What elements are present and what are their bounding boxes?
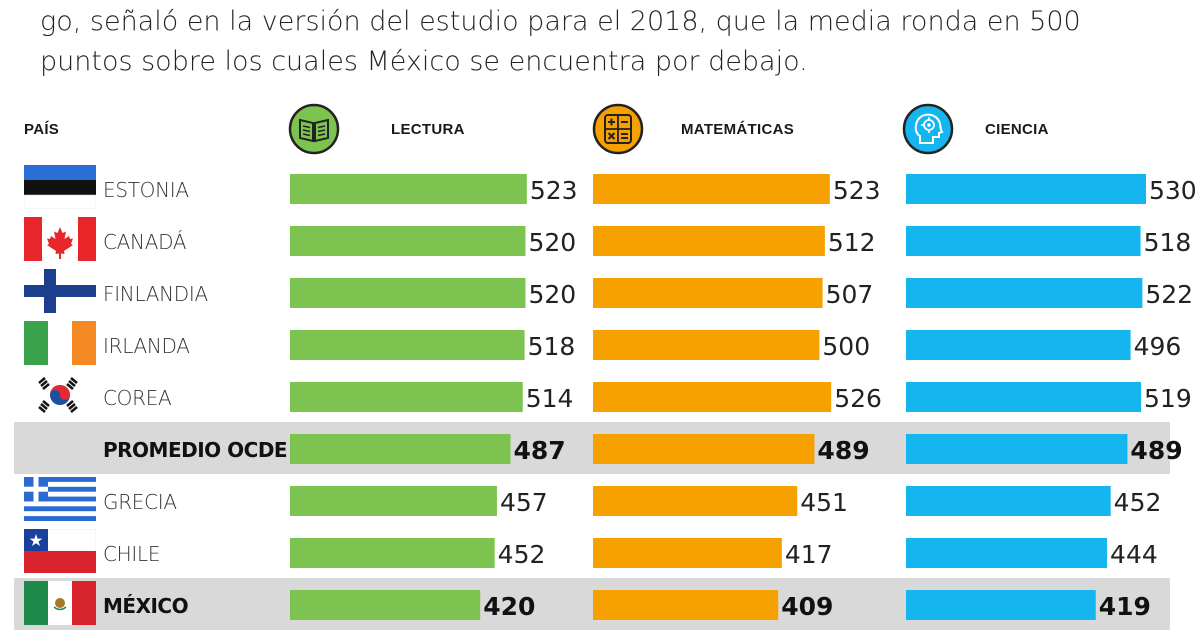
value-label-reading-0: 523 — [530, 176, 578, 205]
country-label-korea: COREA — [103, 386, 172, 410]
intro-line-2: puntos sobre los cuales México se encuen… — [40, 46, 808, 77]
bar-reading-3 — [290, 330, 525, 360]
value-label-math-5: 489 — [817, 436, 869, 465]
value-label-reading-8: 420 — [483, 592, 535, 621]
flag-greece-icon — [24, 477, 96, 521]
bar-science-7 — [906, 538, 1108, 568]
reading-column-header: LECTURA — [391, 121, 465, 138]
open-book-icon — [288, 103, 340, 155]
value-label-math-2: 507 — [826, 280, 874, 309]
flag-mexico-icon — [24, 581, 96, 625]
value-label-reading-4: 514 — [526, 384, 574, 413]
bar-reading-1 — [290, 226, 526, 256]
value-label-math-1: 512 — [828, 228, 876, 257]
bar-reading-5 — [290, 434, 511, 464]
value-label-reading-3: 518 — [528, 332, 576, 361]
bar-math-3 — [593, 330, 820, 360]
bar-reading-4 — [290, 382, 523, 412]
intro-line-1: go, señaló en la versión del estudio par… — [40, 6, 1081, 37]
bar-reading-2 — [290, 278, 526, 308]
country-column-header: PAÍS — [24, 121, 60, 138]
science-head-icon — [902, 103, 954, 155]
calculator-icon — [592, 103, 644, 155]
bar-math-4 — [593, 382, 832, 412]
flag-ireland-icon — [24, 321, 96, 365]
bar-math-6 — [593, 486, 798, 516]
bar-science-3 — [906, 330, 1131, 360]
bar-science-6 — [906, 486, 1111, 516]
bar-reading-6 — [290, 486, 497, 516]
flag-chile-icon — [24, 529, 96, 573]
value-label-reading-1: 520 — [528, 228, 576, 257]
bar-science-1 — [906, 226, 1141, 256]
value-label-science-1: 518 — [1144, 228, 1192, 257]
bar-science-0 — [906, 174, 1146, 204]
bar-math-2 — [593, 278, 823, 308]
value-label-science-4: 519 — [1144, 384, 1192, 413]
flag-korea-icon — [24, 373, 96, 417]
value-label-reading-2: 520 — [528, 280, 576, 309]
bar-math-7 — [593, 538, 782, 568]
value-label-science-8: 419 — [1099, 592, 1151, 621]
bar-science-2 — [906, 278, 1143, 308]
bar-math-0 — [593, 174, 830, 204]
country-label-canada: CANADÁ — [103, 230, 187, 254]
bar-reading-0 — [290, 174, 527, 204]
bar-math-1 — [593, 226, 825, 256]
flag-canada-icon — [24, 217, 96, 261]
country-label-mexico: MÉXICO — [103, 594, 189, 618]
intro-text: go, señaló en la versión del estudio par… — [40, 2, 1160, 82]
value-label-math-0: 523 — [833, 176, 881, 205]
bar-math-8 — [593, 590, 779, 620]
bar-science-5 — [906, 434, 1128, 464]
value-label-reading-5: 487 — [514, 436, 566, 465]
math-column-header: MATEMÁTICAS — [681, 121, 795, 138]
bar-reading-7 — [290, 538, 495, 568]
bar-science-4 — [906, 382, 1142, 412]
value-label-reading-7: 452 — [498, 540, 546, 569]
country-label-finland: FINLANDIA — [103, 282, 208, 306]
flag-estonia-icon — [24, 165, 96, 209]
country-label-ocde-average: PROMEDIO OCDE — [103, 438, 288, 462]
value-label-math-3: 500 — [822, 332, 870, 361]
value-label-science-2: 522 — [1145, 280, 1193, 309]
country-label-chile: CHILE — [103, 542, 161, 566]
bar-reading-8 — [290, 590, 481, 620]
value-label-math-7: 417 — [785, 540, 833, 569]
value-label-reading-6: 457 — [500, 488, 548, 517]
value-label-science-6: 452 — [1114, 488, 1162, 517]
country-label-ireland: IRLANDA — [103, 334, 190, 358]
value-label-math-6: 451 — [800, 488, 848, 517]
country-label-greece: GRECIA — [103, 490, 177, 514]
bar-science-8 — [906, 590, 1096, 620]
value-label-math-4: 526 — [834, 384, 882, 413]
value-label-science-0: 530 — [1149, 176, 1197, 205]
value-label-science-5: 489 — [1130, 436, 1182, 465]
country-label-estonia: ESTONIA — [103, 178, 189, 202]
science-column-header: CIENCIA — [985, 121, 1049, 138]
bar-math-5 — [593, 434, 815, 464]
flag-finland-icon — [24, 269, 96, 313]
value-label-math-8: 409 — [781, 592, 833, 621]
value-label-science-7: 444 — [1110, 540, 1158, 569]
value-label-science-3: 496 — [1134, 332, 1182, 361]
